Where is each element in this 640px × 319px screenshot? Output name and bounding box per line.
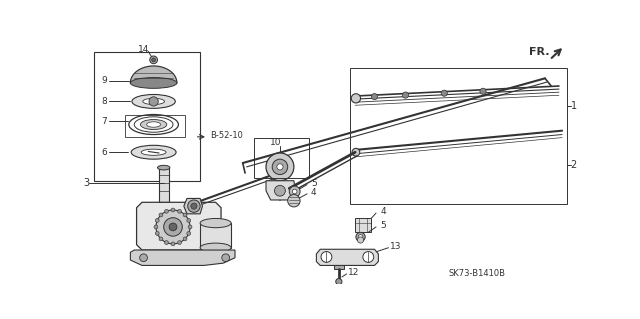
Ellipse shape [200,219,231,228]
Ellipse shape [132,94,175,108]
Text: 12: 12 [348,268,360,277]
Circle shape [352,148,360,156]
Circle shape [321,252,332,262]
Text: B-52-10: B-52-10 [210,131,243,140]
Circle shape [140,254,147,262]
Text: 9: 9 [102,76,108,85]
Text: 6: 6 [102,148,108,157]
Circle shape [187,232,191,235]
Text: 8: 8 [102,97,108,106]
Polygon shape [266,181,296,200]
Text: 4: 4 [311,188,317,197]
Ellipse shape [143,98,164,105]
Circle shape [156,210,190,244]
Circle shape [169,223,177,231]
Ellipse shape [147,122,161,127]
Circle shape [159,213,163,217]
Ellipse shape [131,78,177,88]
Circle shape [177,241,182,244]
Polygon shape [316,249,378,265]
Ellipse shape [140,120,167,130]
Polygon shape [131,66,177,83]
Text: 5: 5 [311,179,317,188]
Text: 1: 1 [571,101,577,111]
Circle shape [156,219,159,222]
Circle shape [275,185,285,196]
Polygon shape [159,168,169,202]
Text: 2: 2 [571,160,577,170]
Circle shape [277,164,283,170]
Circle shape [154,225,158,229]
Text: 7: 7 [102,117,108,126]
Polygon shape [131,250,235,265]
Circle shape [292,189,297,194]
Circle shape [480,88,486,94]
Polygon shape [184,198,202,214]
Circle shape [266,153,294,181]
Circle shape [171,242,175,246]
Circle shape [183,237,187,241]
Polygon shape [200,223,231,248]
Circle shape [371,93,378,100]
Circle shape [351,94,360,103]
Circle shape [159,237,163,241]
Circle shape [336,278,342,285]
Circle shape [164,241,168,244]
Ellipse shape [134,117,173,132]
Ellipse shape [157,165,170,170]
Circle shape [191,203,197,209]
Text: 10: 10 [270,138,282,147]
Text: 14: 14 [138,45,150,54]
Circle shape [272,159,288,174]
Circle shape [149,97,158,106]
Circle shape [288,195,300,207]
Polygon shape [334,265,344,269]
Circle shape [441,90,447,96]
Circle shape [363,252,374,262]
Circle shape [152,58,156,62]
Circle shape [177,209,182,213]
Circle shape [164,218,182,236]
Circle shape [188,225,192,229]
Text: 4: 4 [381,207,387,216]
Polygon shape [355,218,371,232]
Polygon shape [136,202,221,250]
Circle shape [171,208,175,212]
Circle shape [150,56,157,64]
Ellipse shape [141,149,166,155]
Circle shape [222,254,230,262]
Text: SK73-B1410B: SK73-B1410B [449,270,506,278]
Circle shape [183,213,187,217]
Ellipse shape [200,243,231,252]
Circle shape [356,232,365,241]
Circle shape [358,235,363,239]
Circle shape [358,237,364,243]
Circle shape [188,200,200,212]
Circle shape [156,232,159,235]
Circle shape [164,209,168,213]
Text: FR.: FR. [529,47,550,57]
Circle shape [187,219,191,222]
Circle shape [403,92,408,98]
Text: 5: 5 [381,221,387,230]
Text: 3: 3 [83,178,89,188]
Text: 13: 13 [390,242,401,251]
Circle shape [289,186,300,197]
Ellipse shape [131,145,176,159]
